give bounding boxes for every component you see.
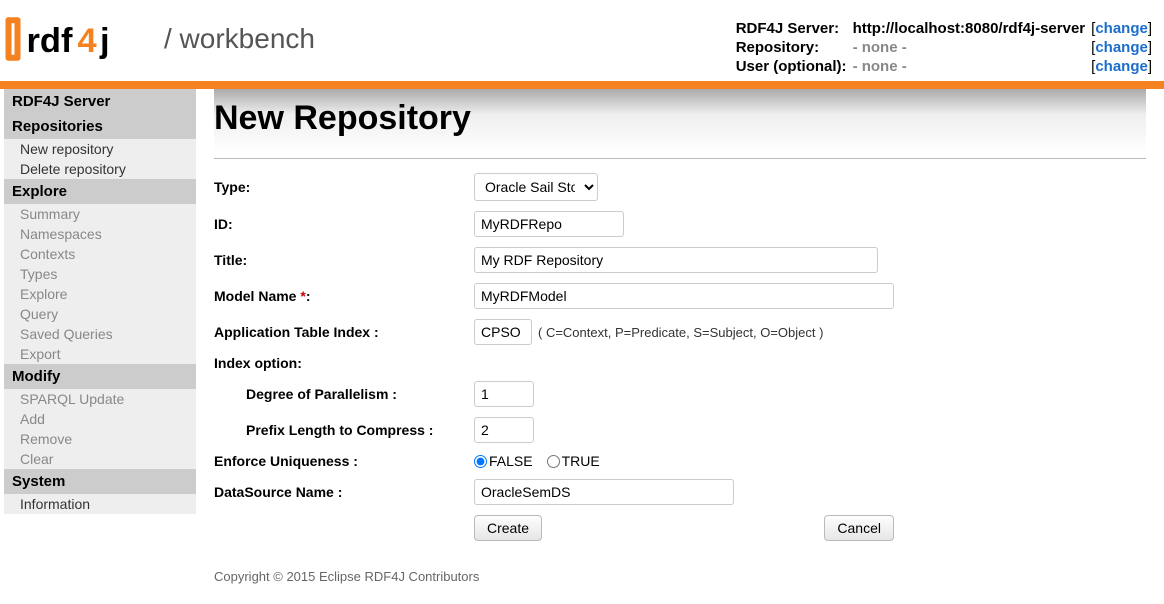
sidebar-item-remove[interactable]: Remove (4, 429, 196, 449)
user-value: - none - (851, 58, 1088, 75)
page-title: New Repository (214, 89, 1146, 152)
sidebar-header-explore: Explore (4, 179, 196, 204)
prefix-input[interactable] (474, 417, 534, 443)
sidebar-header-modify: Modify (4, 364, 196, 389)
appindex-label: Application Table Index : (214, 324, 474, 340)
sidebar-item-contexts[interactable]: Contexts (4, 244, 196, 264)
datasource-input[interactable] (474, 479, 734, 505)
id-label: ID: (214, 216, 474, 232)
create-button[interactable]: Create (474, 515, 542, 541)
sidebar-header-system: System (4, 469, 196, 494)
footer-copyright: Copyright © 2015 Eclipse RDF4J Contribut… (214, 569, 1146, 584)
sidebar-item-summary[interactable]: Summary (4, 204, 196, 224)
server-label: RDF4J Server: (734, 20, 849, 37)
enforce-false-option[interactable]: FALSE (474, 453, 533, 469)
model-label: Model Name *: (214, 288, 474, 304)
enforce-true-option[interactable]: TRUE (547, 453, 600, 469)
sidebar-item-explore[interactable]: Explore (4, 284, 196, 304)
change-repo-link[interactable]: change (1095, 39, 1148, 56)
sidebar: RDF4J Server Repositories New repository… (0, 89, 196, 514)
server-info: RDF4J Server: http://localhost:8080/rdf4… (732, 4, 1156, 77)
sidebar-item-information[interactable]: Information (4, 494, 196, 514)
svg-text:j: j (99, 22, 110, 60)
title-label: Title: (214, 252, 474, 268)
user-label: User (optional): (734, 58, 849, 75)
change-server-link[interactable]: change (1095, 20, 1148, 37)
indexoption-label: Index option: (214, 355, 474, 371)
cancel-button[interactable]: Cancel (824, 515, 894, 541)
sidebar-item-delete-repository[interactable]: Delete repository (4, 159, 196, 179)
sidebar-header-repositories: Repositories (4, 114, 196, 139)
enforce-label: Enforce Uniqueness : (214, 453, 474, 469)
sidebar-item-add[interactable]: Add (4, 409, 196, 429)
sidebar-item-types[interactable]: Types (4, 264, 196, 284)
sidebar-item-sparql-update[interactable]: SPARQL Update (4, 389, 196, 409)
logo-area: rdf 4 j / workbench (4, 4, 315, 74)
type-label: Type: (214, 179, 474, 195)
sidebar-header-server[interactable]: RDF4J Server (4, 89, 196, 114)
model-input[interactable] (474, 283, 894, 309)
sidebar-item-query[interactable]: Query (4, 304, 196, 324)
rdf4j-logo: rdf 4 j (4, 4, 154, 74)
svg-text:rdf: rdf (27, 22, 74, 60)
svg-text:4: 4 (78, 22, 97, 60)
enforce-false-radio[interactable] (474, 455, 487, 468)
sidebar-item-namespaces[interactable]: Namespaces (4, 224, 196, 244)
appindex-hint: ( C=Context, P=Predicate, S=Subject, O=O… (538, 325, 823, 340)
server-value: http://localhost:8080/rdf4j-server (851, 20, 1088, 37)
page-header: rdf 4 j / workbench RDF4J Server: http:/… (0, 0, 1164, 81)
sidebar-item-new-repository[interactable]: New repository (4, 139, 196, 159)
tagline: / workbench (164, 23, 315, 55)
type-select[interactable]: Oracle Sail Store (474, 173, 598, 201)
sidebar-item-clear[interactable]: Clear (4, 449, 196, 469)
degree-input[interactable] (474, 381, 534, 407)
appindex-input[interactable] (474, 319, 532, 345)
sidebar-item-export[interactable]: Export (4, 344, 196, 364)
degree-label: Degree of Parallelism : (214, 386, 474, 402)
sidebar-item-saved-queries[interactable]: Saved Queries (4, 324, 196, 344)
prefix-label: Prefix Length to Compress : (214, 422, 474, 438)
title-divider (214, 158, 1146, 159)
datasource-label: DataSource Name : (214, 484, 474, 500)
repo-value: - none - (851, 39, 1088, 56)
enforce-true-radio[interactable] (547, 455, 560, 468)
id-input[interactable] (474, 211, 624, 237)
accent-bar (0, 81, 1164, 89)
repo-label: Repository: (734, 39, 849, 56)
title-input[interactable] (474, 247, 878, 273)
change-user-link[interactable]: change (1095, 58, 1148, 75)
main-content: New Repository Type: Oracle Sail Store I… (196, 89, 1164, 604)
